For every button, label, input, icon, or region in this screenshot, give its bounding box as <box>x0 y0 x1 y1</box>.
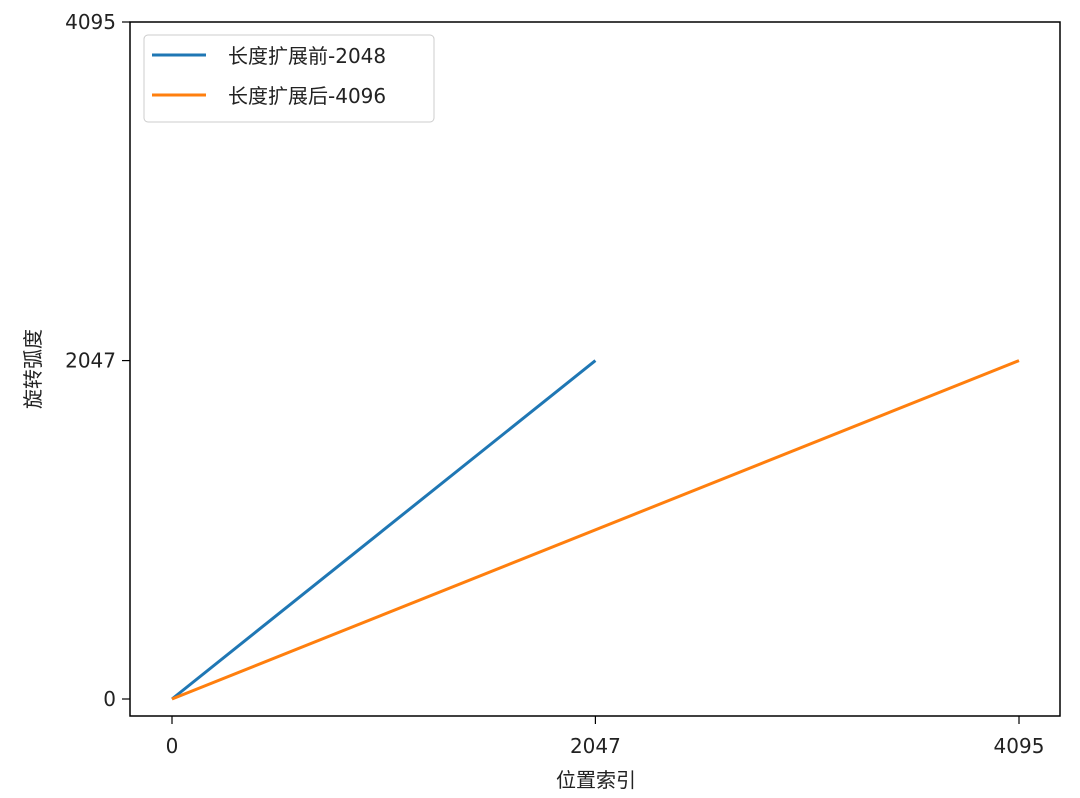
y-tick-label: 4095 <box>65 10 116 34</box>
y-tick-label: 2047 <box>65 349 116 373</box>
x-axis-label: 位置索引 <box>556 768 636 792</box>
x-tick-label: 0 <box>166 734 179 758</box>
legend: 长度扩展前-2048 长度扩展后-4096 <box>143 34 435 123</box>
x-tick-label: 2047 <box>570 734 621 758</box>
series-line-1 <box>171 359 1020 701</box>
y-tick-label: 0 <box>103 687 116 711</box>
legend-box <box>143 34 435 123</box>
legend-label: 长度扩展前-2048 <box>228 44 386 68</box>
axes-frame <box>129 21 1061 717</box>
y-axis-label: 旋转弧度 <box>21 329 45 409</box>
series-line-0 <box>171 359 597 701</box>
legend-label: 长度扩展后-4096 <box>228 84 386 108</box>
x-tick-label: 4095 <box>994 734 1045 758</box>
